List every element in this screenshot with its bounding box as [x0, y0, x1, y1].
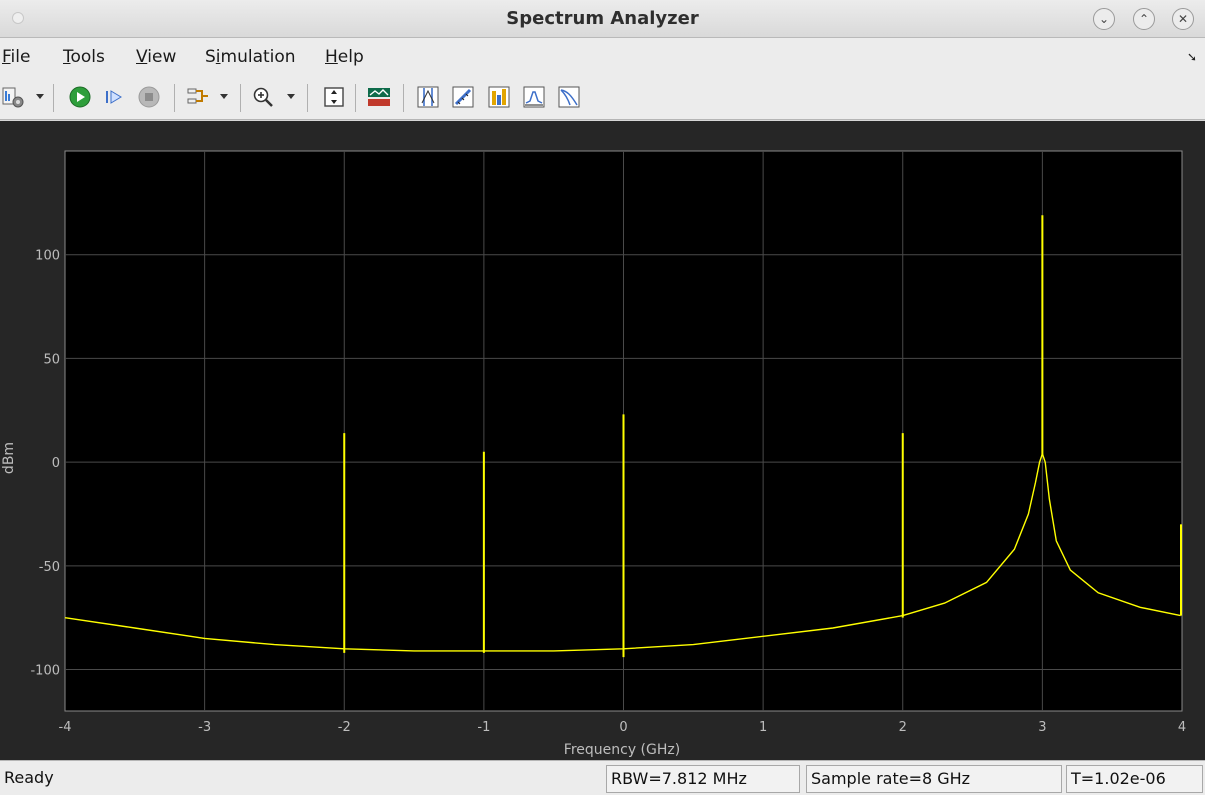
x-tick-label: 2: [899, 720, 907, 735]
status-bar: Ready RBW=7.812 MHz Sample rate=8 GHz T=…: [0, 760, 1205, 795]
zoom-dropdown-icon[interactable]: [287, 94, 295, 99]
toolbar-separator: [53, 84, 54, 112]
run-icon[interactable]: [68, 85, 92, 109]
menu-file[interactable]: File: [2, 47, 31, 67]
settings-icon[interactable]: [2, 85, 26, 109]
y-tick-label: -100: [30, 664, 60, 679]
spectrum-view-icon[interactable]: [367, 85, 391, 109]
toolbar-separator: [403, 84, 404, 112]
window-menu-icon[interactable]: [12, 12, 24, 24]
data-cursors-icon[interactable]: [416, 85, 440, 109]
toolbar-separator: [355, 84, 356, 112]
x-tick-label: -3: [198, 720, 211, 735]
y-tick-label: 100: [35, 249, 60, 264]
status-text: Ready: [4, 768, 54, 787]
toolbar-separator: [240, 84, 241, 112]
settings-dropdown-icon[interactable]: [36, 94, 44, 99]
y-tick-label: 50: [43, 352, 60, 367]
y-tick-label: 0: [52, 456, 60, 471]
close-button[interactable]: ✕: [1172, 8, 1194, 30]
plot-panel: -4 -3 -2 -1 0 1 2 3 4 -100 -50 0 50 100 Frequency (G…: [0, 121, 1205, 760]
signal-select-icon[interactable]: [186, 85, 210, 109]
x-tick-label: -1: [477, 720, 490, 735]
signal-select-dropdown-icon[interactable]: [220, 94, 228, 99]
menu-help[interactable]: Help: [325, 47, 364, 67]
scale-axes-icon[interactable]: [322, 85, 346, 109]
spectrum-plot[interactable]: -4 -3 -2 -1 0 1 2 3 4 -100 -50 0 50 100 Frequency (G…: [0, 121, 1205, 760]
toolbar-separator: [307, 84, 308, 112]
rbw-readout: RBW=7.812 MHz: [606, 765, 800, 793]
window-title: Spectrum Analyzer: [506, 8, 699, 29]
toolbar: [0, 76, 1205, 120]
channel-measurements-icon[interactable]: [522, 85, 546, 109]
y-axis-label: dBm: [1, 442, 17, 474]
zoom-in-icon[interactable]: [251, 85, 275, 109]
sample-rate-readout: Sample rate=8 GHz: [806, 765, 1062, 793]
measure-icon[interactable]: [451, 85, 475, 109]
stop-icon[interactable]: [137, 85, 161, 109]
x-tick-label: 3: [1038, 720, 1046, 735]
undock-icon[interactable]: ➘: [1186, 50, 1197, 64]
menu-view[interactable]: View: [136, 47, 177, 67]
x-axis-label: Frequency (GHz): [564, 742, 680, 758]
y-tick-label: -50: [39, 560, 60, 575]
title-bar: Spectrum Analyzer ⌄ ⌃ ✕: [0, 0, 1205, 38]
x-tick-label: -4: [59, 720, 72, 735]
step-forward-icon[interactable]: [102, 85, 126, 109]
menu-tools[interactable]: Tools: [63, 47, 105, 67]
spectrum-trace: [64, 451, 1181, 652]
toolbar-separator: [174, 84, 175, 112]
x-tick-label: 4: [1178, 720, 1186, 735]
x-tick-label: -2: [338, 720, 351, 735]
ccdf-icon[interactable]: [557, 85, 581, 109]
menu-simulation[interactable]: Simulation: [205, 47, 296, 67]
peak-finder-icon[interactable]: [487, 85, 511, 109]
x-tick-label: 0: [619, 720, 627, 735]
x-tick-label: 1: [759, 720, 767, 735]
maximize-button[interactable]: ⌃: [1133, 8, 1155, 30]
time-readout: T=1.02e-06: [1066, 765, 1203, 793]
menu-bar: File Tools View Simulation Help ➘: [0, 38, 1205, 76]
minimize-button[interactable]: ⌄: [1093, 8, 1115, 30]
